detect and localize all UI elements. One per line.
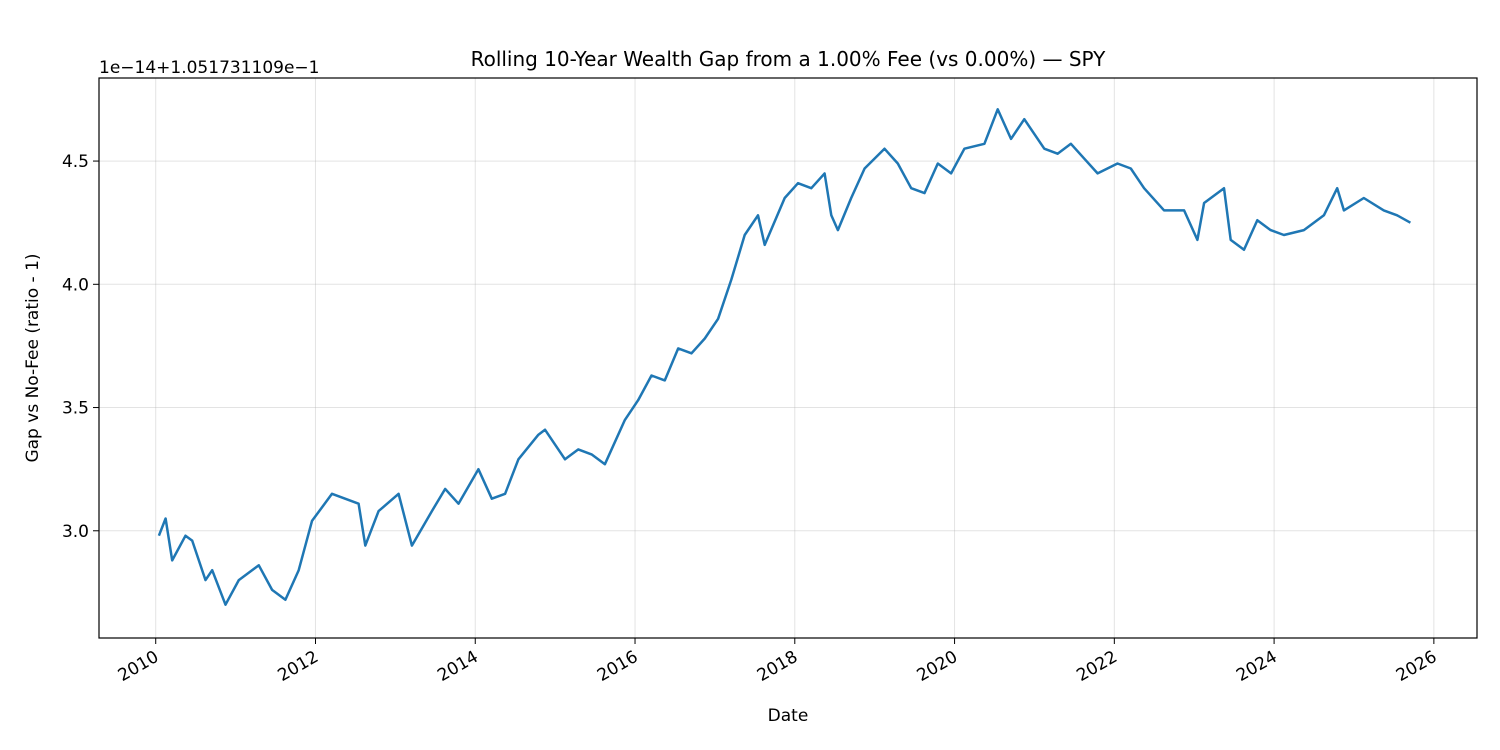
- x-tick-label: 2026: [1393, 647, 1440, 686]
- y-tick-label: 4.5: [62, 152, 89, 172]
- plot-frame: [98, 77, 1478, 639]
- y-tick-label: 3.0: [62, 522, 89, 542]
- x-tick-label: 2014: [434, 647, 481, 686]
- x-tick-label: 2016: [594, 647, 641, 686]
- y-tick-label: 3.5: [62, 399, 89, 419]
- x-tick-label: 2012: [275, 647, 322, 686]
- y-offset-text: 1e−14+1.051731109e−1: [99, 58, 319, 78]
- x-axis: 2010 2012 2014 2016 2018 2020 2022 2024 2026: [115, 638, 1440, 686]
- x-tick-label: 2022: [1073, 647, 1120, 686]
- x-axis-label: Date: [768, 706, 809, 726]
- y-axis-label: Gap vs No-Fee (ratio - 1): [23, 253, 43, 462]
- chart-title: Rolling 10-Year Wealth Gap from a 1.00% …: [471, 47, 1107, 71]
- y-tick-label: 4.0: [62, 275, 89, 295]
- x-tick-label: 2020: [914, 647, 961, 686]
- x-tick-label: 2010: [115, 647, 162, 686]
- grid: [99, 78, 1477, 638]
- y-axis: 3.0 3.5 4.0 4.5: [62, 152, 99, 542]
- x-tick-label: 2018: [754, 647, 801, 686]
- series-line: [157, 108, 1412, 606]
- x-tick-label: 2024: [1233, 647, 1280, 686]
